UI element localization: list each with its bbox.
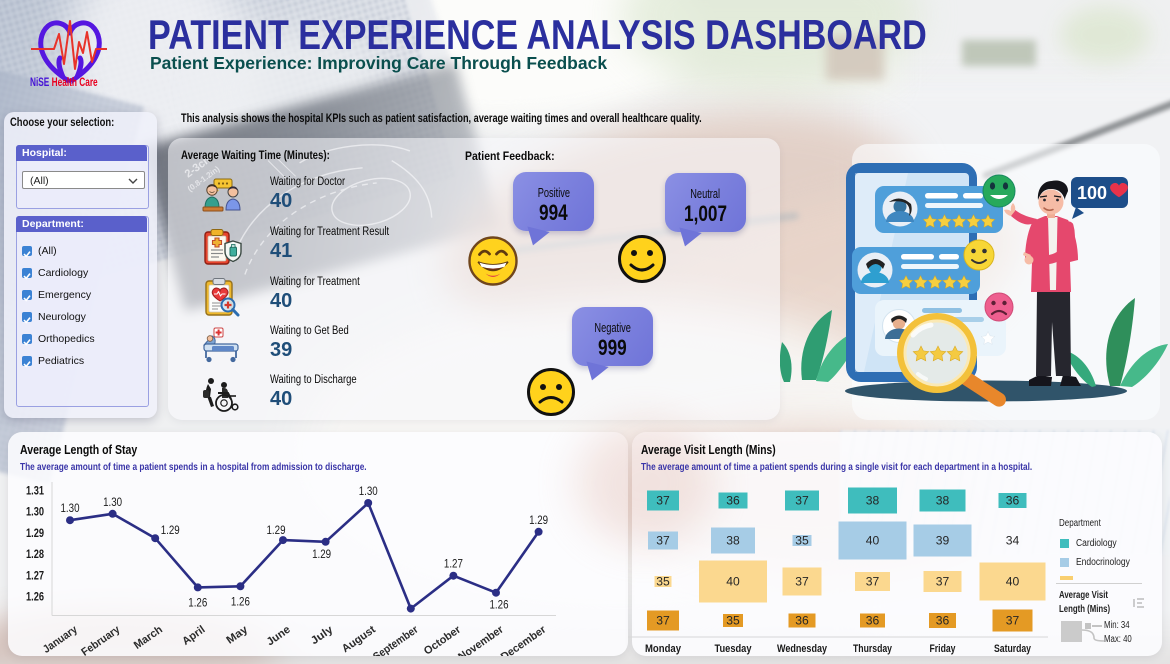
svg-text:35: 35: [795, 534, 809, 548]
svg-text:February: February: [79, 623, 123, 656]
svg-text:34: 34: [1006, 534, 1020, 548]
svg-text:36: 36: [866, 614, 880, 628]
svg-text:December: December: [499, 623, 549, 656]
svg-text:40: 40: [866, 534, 880, 548]
svg-text:April: April: [180, 624, 207, 648]
svg-text:1.26: 1.26: [490, 600, 509, 612]
svg-text:1.30: 1.30: [103, 497, 122, 509]
svg-text:1.26: 1.26: [231, 596, 250, 608]
svg-text:36: 36: [726, 494, 740, 508]
svg-text:1.31: 1.31: [26, 484, 44, 498]
svg-text:September: September: [371, 623, 421, 656]
svg-text:35: 35: [726, 614, 740, 628]
svg-text:November: November: [456, 623, 506, 656]
svg-text:1.27: 1.27: [444, 559, 463, 571]
svg-text:August: August: [340, 623, 378, 655]
svg-text:July: July: [309, 623, 336, 647]
svg-text:1.28: 1.28: [26, 547, 44, 561]
svg-text:1.30: 1.30: [359, 486, 378, 498]
svg-text:Monday: Monday: [645, 643, 682, 655]
svg-text:37: 37: [795, 494, 809, 508]
svg-text:100: 100: [1077, 183, 1107, 203]
svg-text:1.30: 1.30: [61, 503, 80, 515]
svg-text:1.29: 1.29: [267, 525, 286, 537]
svg-text:37: 37: [866, 575, 880, 589]
svg-text:1.29: 1.29: [26, 526, 44, 540]
svg-text:36: 36: [936, 614, 950, 628]
svg-text:37: 37: [656, 494, 670, 508]
svg-text:1.29: 1.29: [529, 515, 548, 527]
svg-text:36: 36: [1006, 494, 1020, 508]
svg-text:June: June: [265, 624, 293, 649]
svg-text:38: 38: [866, 494, 880, 508]
svg-text:37: 37: [936, 575, 950, 589]
svg-text:37: 37: [656, 534, 670, 548]
svg-text:1.29: 1.29: [312, 549, 331, 561]
svg-text:Saturday: Saturday: [994, 643, 1032, 655]
svg-text:Tuesday: Tuesday: [715, 643, 753, 655]
svg-text:38: 38: [726, 534, 740, 548]
svg-text:Thursday: Thursday: [853, 643, 893, 655]
svg-text:37: 37: [656, 614, 670, 628]
svg-text:35: 35: [656, 575, 670, 589]
svg-text:36: 36: [795, 614, 809, 628]
svg-text:October: October: [422, 623, 464, 656]
svg-text:40: 40: [1006, 575, 1020, 589]
svg-text:37: 37: [1006, 614, 1020, 628]
svg-text:1.29: 1.29: [161, 525, 180, 537]
svg-text:1.27: 1.27: [26, 568, 44, 582]
svg-text:January: January: [41, 623, 80, 656]
svg-text:39: 39: [936, 534, 950, 548]
svg-text:1.26: 1.26: [188, 597, 207, 609]
svg-text:Friday: Friday: [930, 643, 957, 655]
svg-text:1.30: 1.30: [26, 505, 44, 519]
svg-text:37: 37: [795, 575, 809, 589]
svg-text:1.26: 1.26: [26, 590, 44, 604]
svg-text:March: March: [132, 623, 165, 651]
svg-text:40: 40: [726, 575, 740, 589]
svg-text:Wednesday: Wednesday: [777, 643, 828, 655]
svg-text:May: May: [224, 623, 250, 647]
svg-text:38: 38: [936, 494, 950, 508]
